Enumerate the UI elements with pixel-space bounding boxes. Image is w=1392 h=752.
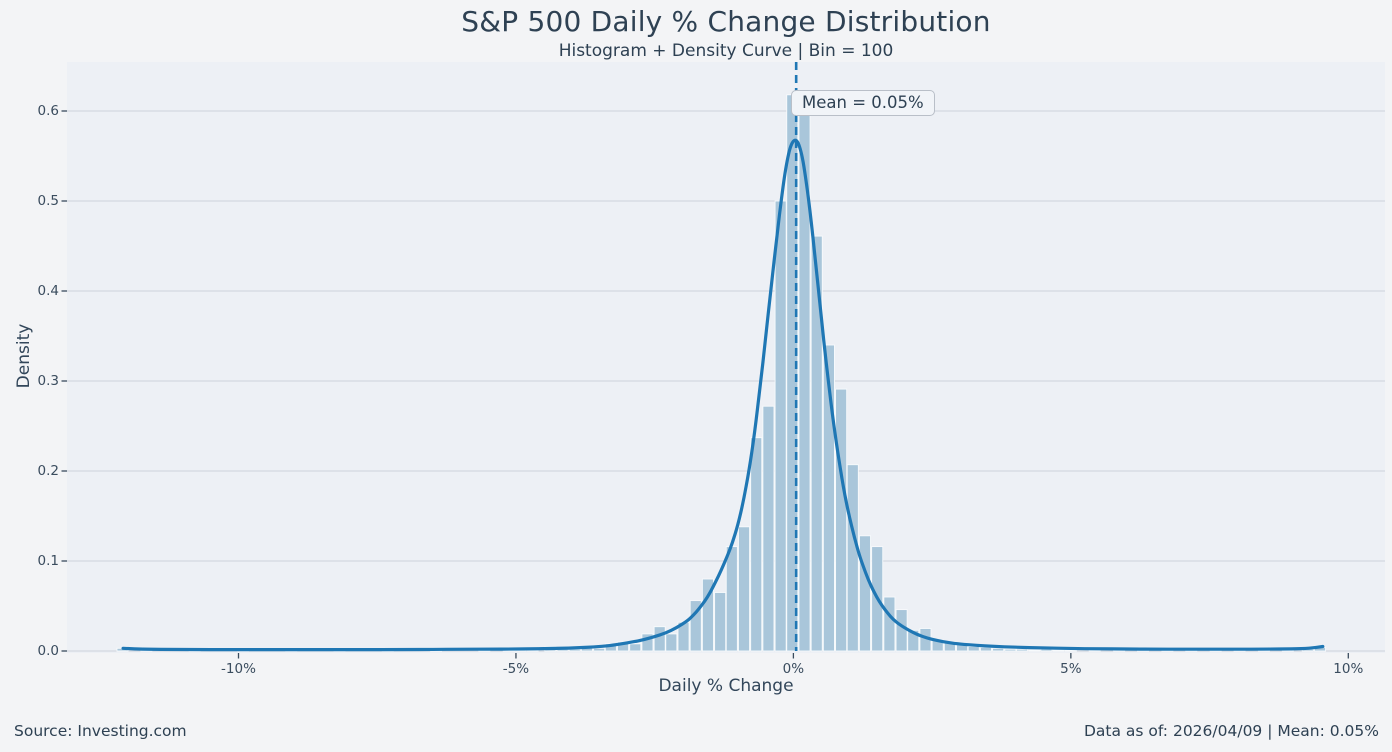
histogram-bar [750,437,763,652]
histogram-bar [701,578,714,652]
histogram-bar [725,546,738,652]
y-tick-label: 0.5 [37,193,59,209]
histogram-bar [822,344,835,652]
data-as-of-text: Data as of: 2026/04/09 | Mean: 0.05% [1083,722,1379,740]
histogram-bar [979,646,992,652]
histogram-bar [641,633,654,652]
histogram-bar [762,405,775,652]
x-tick-label: -10% [221,661,256,677]
histogram-bar [1004,648,1017,652]
histogram-bar [1016,648,1029,652]
histogram-bar [738,526,751,652]
y-tick-label: 0.4 [37,283,59,299]
density-curve [121,138,1325,652]
y-tick-label: 0.1 [37,553,59,569]
histogram-bar [846,464,859,652]
histogram-bar [629,643,642,652]
histogram-bar [907,629,920,652]
x-tick-label: 5% [1060,661,1082,677]
histogram-bar [1064,649,1077,652]
histogram-bar [665,633,678,652]
histogram-bar [714,592,727,652]
histogram-bar [786,94,799,652]
histogram-bar [689,600,702,652]
histogram-bar [1028,649,1041,652]
histogram-bar [774,200,787,652]
chart-subtitle: Histogram + Density Curve | Bin = 100 [558,41,894,61]
x-tick-label: 0% [782,661,805,677]
x-axis-label: Daily % Change [658,676,794,696]
chart-title: S&P 500 Daily % Change Distribution [461,5,991,38]
x-tick-label: 10% [1333,661,1364,677]
y-tick-label: 0.0 [37,643,59,659]
histogram-bar [967,646,980,652]
histogram-bar [858,535,871,652]
histogram-bar [593,647,606,652]
histogram-bar [653,626,666,652]
histogram-bar [810,235,823,652]
y-tick-label: 0.3 [37,373,59,389]
source-text: Source: Investing.com [14,722,187,740]
y-tick-label: 0.2 [37,463,59,479]
histogram-bar [883,596,896,652]
x-tick-label: -5% [502,661,530,677]
histogram-bar [895,609,908,652]
histogram-bar [1052,649,1065,652]
y-tick-label: 0.6 [37,103,59,119]
mean-annotation: Mean = 0.05% [791,90,935,116]
histogram-bar [992,647,1005,652]
histogram-bar [835,388,848,652]
